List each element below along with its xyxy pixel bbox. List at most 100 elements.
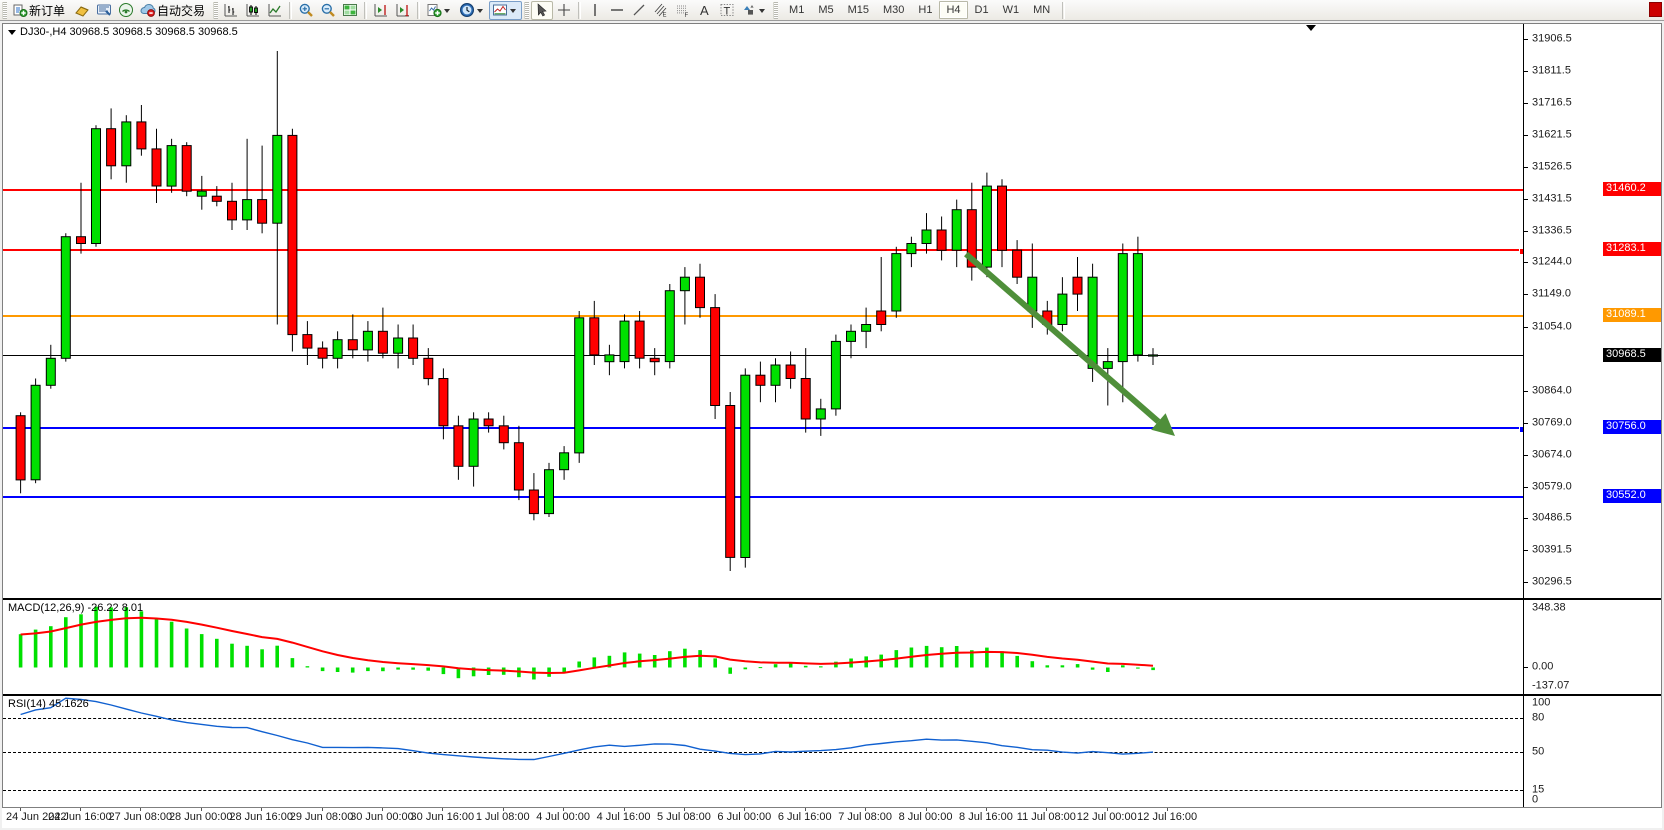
toolbar-separator-2 <box>364 1 368 19</box>
zoom-in-button[interactable] <box>295 1 317 20</box>
price-tick <box>1524 166 1528 168</box>
add-indicator-button[interactable] <box>423 1 456 20</box>
trendline-button[interactable] <box>628 1 650 20</box>
macd-series <box>18 606 1155 680</box>
price-tick <box>1524 70 1528 72</box>
vertical-line-button[interactable] <box>584 1 606 20</box>
level-line-support-1[interactable] <box>3 426 1523 434</box>
rsi-pane[interactable]: RSI(14) 45.1626 100 80 50 15 0 <box>3 694 1661 807</box>
period-icon <box>460 2 475 18</box>
zoom-out-button[interactable] <box>317 1 339 20</box>
shapes-button[interactable] <box>738 1 771 20</box>
period-chevron-down-icon[interactable] <box>477 9 484 13</box>
timeframe-m15[interactable]: M15 <box>847 4 869 16</box>
line-chart-button[interactable] <box>264 1 286 20</box>
shift-chart-button[interactable] <box>370 1 392 20</box>
shapes-chevron-down-icon[interactable] <box>759 9 766 13</box>
price-scale[interactable]: 31906.5 31811.5 31716.5 31621.5 31526.5 31431… <box>1523 24 1661 598</box>
equidistant-channel-button[interactable]: E <box>650 1 672 20</box>
fibonacci-button[interactable]: F <box>672 1 694 20</box>
time-axis-label: 24 Jun 16:00 <box>48 811 112 823</box>
signal-button[interactable] <box>115 1 137 20</box>
time-axis-label: 12 Jul 00:00 <box>1076 811 1137 823</box>
autotrading-button[interactable]: 自动交易 <box>137 1 211 20</box>
toolbar-grip-2[interactable] <box>213 1 219 19</box>
templates-button[interactable] <box>489 0 523 20</box>
tile-windows-button[interactable] <box>339 1 361 20</box>
downtrend-arrow[interactable] <box>3 24 1523 598</box>
level-line-support-2[interactable] <box>3 496 1523 499</box>
chart-container[interactable]: DJ30-,H4 30968.5 30968.5 30968.5 30968.5… <box>2 23 1662 808</box>
timeframe-m5[interactable]: M5 <box>818 4 834 16</box>
terminal-button[interactable] <box>93 1 115 20</box>
time-axis-tick <box>502 808 504 811</box>
fibonacci-icon: F <box>677 5 689 18</box>
macd-plot-area[interactable] <box>3 600 1523 694</box>
toolbar-grip[interactable] <box>2 1 7 19</box>
autoscroll-button[interactable] <box>392 1 414 20</box>
time-axis-tick <box>804 808 806 811</box>
candlestick-chart-icon <box>246 4 260 17</box>
price-pane[interactable]: DJ30-,H4 30968.5 30968.5 30968.5 30968.5… <box>3 24 1661 598</box>
rsi-series <box>20 697 1154 761</box>
timeframe-h4[interactable]: H4 <box>939 1 968 19</box>
new-order-icon <box>13 4 28 17</box>
templates-chevron-down-icon[interactable] <box>510 9 517 13</box>
text-button[interactable]: A <box>694 1 716 20</box>
price-tick-label: 30391.5 <box>1532 543 1572 556</box>
level-line-resistance-2[interactable] <box>3 248 1523 256</box>
price-tick <box>1524 486 1528 488</box>
time-axis-tick <box>865 808 867 811</box>
new-order-button[interactable]: 新订单 <box>9 1 71 20</box>
toolbar-grip-4[interactable] <box>773 1 779 19</box>
templates-icon <box>493 4 508 16</box>
eraser-button[interactable] <box>71 1 93 20</box>
timeframe-h1[interactable]: H1 <box>918 4 933 16</box>
price-tick-label: 30769.0 <box>1532 416 1572 429</box>
time-axis-tick <box>140 808 142 811</box>
text-icon: A <box>700 3 709 18</box>
timeframe-w1[interactable]: W1 <box>1002 4 1020 16</box>
price-plot-area[interactable] <box>3 24 1523 598</box>
close-icon[interactable] <box>1649 2 1662 17</box>
timeframe-group: M1 M5 M15 M30 H1 H4 D1 W1 MN <box>780 0 1059 20</box>
level-line-last-price[interactable] <box>3 355 1523 357</box>
chart-menu-triangle-icon[interactable] <box>8 29 16 35</box>
pane-collapse-triangle-icon[interactable] <box>1306 25 1316 31</box>
macd-pane[interactable]: MACD(12,26,9) -26.22 8.01 348.38 0.00 -137… <box>3 598 1661 694</box>
price-tick-label: 30296.5 <box>1532 575 1572 588</box>
zoom-in-icon <box>299 3 313 17</box>
price-tick-label: 30674.0 <box>1532 448 1572 461</box>
rsi-scale-label: 15 <box>1532 783 1545 796</box>
svg-text:A: A <box>700 3 709 18</box>
add-indicator-chevron-down-icon[interactable] <box>444 9 451 13</box>
time-axis-tick <box>563 808 565 811</box>
rsi-level-50 <box>3 751 1523 753</box>
time-axis-tick <box>381 808 383 811</box>
horizontal-line-button[interactable] <box>606 1 628 20</box>
timeframe-mn[interactable]: MN <box>1033 4 1051 16</box>
level-line-pivot[interactable] <box>3 314 1523 317</box>
bar-chart-button[interactable] <box>220 1 242 20</box>
toolbar-grip-3[interactable] <box>524 1 530 19</box>
timeframe-m30[interactable]: M30 <box>883 4 905 16</box>
timeframe-d1[interactable]: D1 <box>974 4 989 16</box>
time-axis-label: 7 Jul 08:00 <box>838 811 893 823</box>
cursor-button[interactable] <box>531 0 554 20</box>
text-label-icon: T <box>720 4 734 18</box>
time-axis-label: 1 Jul 08:00 <box>475 811 530 823</box>
price-tick <box>1524 422 1528 424</box>
time-axis-tick <box>79 808 81 811</box>
autotrading-label: 自动交易 <box>157 3 206 18</box>
crosshair-button[interactable] <box>553 1 575 20</box>
rsi-plot-area[interactable] <box>3 696 1523 807</box>
level-drag-handle[interactable] <box>1519 426 1523 434</box>
level-drag-handle[interactable] <box>1519 248 1523 256</box>
level-line-resistance-1[interactable] <box>3 189 1523 192</box>
period-button[interactable] <box>456 1 489 20</box>
candlestick-chart-button[interactable] <box>242 1 264 20</box>
text-label-button[interactable]: T <box>716 1 738 20</box>
macd-scale: 348.38 0.00 -137.07 <box>1523 600 1661 694</box>
timeframe-m1[interactable]: M1 <box>789 4 805 16</box>
time-axis[interactable]: 24 Jun 2022 24 Jun 16:00 27 Jun 08:00 28 Ju… <box>2 808 1662 828</box>
